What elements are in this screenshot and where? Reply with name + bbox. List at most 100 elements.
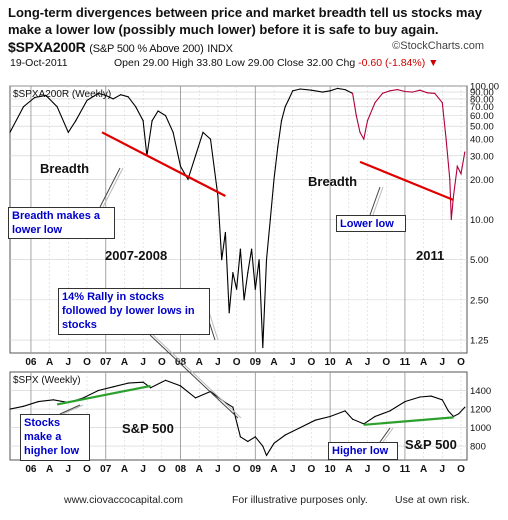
breadth-data-point	[239, 248, 241, 250]
breadth-data-point	[288, 98, 290, 100]
spx-data-point	[458, 413, 460, 415]
breadth-y-tick-label: 70.00	[470, 102, 494, 113]
callout-lower-low: Lower low	[336, 215, 406, 232]
breadth-x-tick-label: 08	[175, 357, 187, 368]
breadth-y-tick-label: 60.00	[470, 111, 494, 122]
spx-x-tick-label: O	[308, 464, 316, 475]
breadth-y-tick-label: 50.00	[470, 122, 494, 133]
spx-data-point	[9, 408, 11, 410]
spx-x-tick-label: O	[158, 464, 166, 475]
breadth-data-point	[164, 115, 167, 117]
spx-y-tick-label: 1200	[470, 405, 491, 416]
breadth-x-tick-label: J	[140, 357, 146, 368]
breadth-data-point	[456, 165, 458, 167]
pointer-lower-low	[369, 186, 381, 216]
low-label: Low	[225, 57, 245, 69]
breadth-data-point	[45, 94, 47, 97]
breadth-series-line-recent	[352, 89, 466, 220]
breadth-data-point	[254, 288, 256, 290]
breadth-data-point	[284, 106, 286, 108]
spx-data-point	[329, 415, 331, 418]
breadth-y-tick-label: 5.00	[470, 255, 489, 266]
breadth-x-tick-label: 06	[25, 357, 37, 368]
spx-data-point	[142, 381, 144, 383]
spx-y-tick-label: 1400	[470, 386, 491, 397]
spx-data-point	[97, 389, 99, 392]
breadth-data-point	[228, 312, 230, 314]
breadth-x-tick-label: A	[270, 357, 277, 368]
breadth-data-point	[355, 115, 357, 117]
spx-x-tick-label: O	[457, 464, 465, 475]
breadth-data-point	[127, 96, 129, 98]
breadth-x-tick-label: J	[290, 357, 296, 368]
breadth-data-point	[142, 120, 144, 122]
breadth-x-tick-label: A	[196, 357, 203, 368]
callout-breadth-lower-low: Breadth makes a lower low	[8, 207, 115, 239]
spx-data-point	[179, 385, 182, 387]
breadth-x-tick-label: 10	[325, 357, 337, 368]
open-value: 29.00	[142, 57, 169, 69]
breadth-data-point	[445, 138, 447, 140]
breadth-data-point	[452, 195, 455, 197]
breadth-data-point	[366, 120, 369, 122]
breadth-data-point	[236, 288, 238, 290]
callout-higher-low: Higher low	[328, 442, 398, 460]
breadth-x-tick-label: J	[365, 357, 371, 368]
spx-x-tick-label: 09	[250, 464, 262, 475]
breadth-data-point	[86, 99, 88, 102]
symbol: $SPXA200R	[8, 39, 86, 55]
breadth-x-tick-label: A	[345, 357, 352, 368]
spx-data-point	[430, 395, 432, 397]
breadth-x-tick-label: 07	[100, 357, 112, 368]
spx-data-point	[344, 410, 346, 412]
exchange: INDX	[207, 43, 233, 55]
breadth-x-tick-label: O	[233, 357, 241, 368]
pointer-breadth-lower-low-shadow	[102, 167, 124, 208]
spx-data-point	[314, 419, 316, 421]
breadth-x-tick-label: J	[440, 357, 446, 368]
spx-data-point	[441, 399, 443, 401]
breadth-data-point	[232, 272, 234, 274]
breadth-y-tick-label: 100.00	[470, 82, 499, 93]
breadth-data-point	[243, 299, 245, 301]
spx-trendline-2	[363, 416, 454, 426]
breadth-data-point	[250, 248, 253, 250]
breadth-x-tick-label: 09	[250, 357, 262, 368]
open-label: Open	[114, 57, 140, 69]
breadth-y-tick-label: 80.00	[470, 94, 494, 105]
spx-data-point	[447, 410, 449, 412]
spx-data-point	[164, 379, 167, 381]
breadth-data-point	[135, 106, 137, 108]
spx-x-tick-label: J	[66, 464, 72, 475]
spx-label-right: S&P 500	[405, 437, 457, 452]
high-value: 33.80	[196, 57, 223, 69]
breadth-x-tick-label: 11	[400, 357, 411, 368]
brand: ©StockCharts.com	[392, 40, 484, 52]
spx-data-point	[389, 410, 391, 412]
symbol-title: $SPXA200R (S&P 500 % Above 200) INDX	[8, 39, 233, 55]
breadth-data-point	[337, 87, 339, 89]
callout-rally: 14% Rally in stocks followed by lower lo…	[58, 288, 210, 335]
breadth-x-tick-label: A	[420, 357, 427, 368]
breadth-data-point	[202, 131, 204, 133]
pointer-higher-low	[379, 427, 391, 443]
breadth-data-point	[187, 178, 189, 180]
spx-data-point	[254, 436, 256, 438]
breadth-x-tick-label: J	[66, 357, 72, 368]
breadth-data-point	[419, 89, 421, 91]
spx-x-tick-label: A	[121, 464, 128, 475]
spx-x-tick-label: J	[215, 464, 221, 475]
breadth-data-point	[374, 102, 376, 104]
breadth-data-point	[75, 120, 77, 122]
spx-data-point	[37, 401, 40, 403]
breadth-trendline-2	[359, 160, 454, 202]
spx-x-tick-label: 07	[100, 464, 112, 475]
pointer-stocks-higher-low-shadow	[62, 404, 84, 415]
breadth-x-tick-label: O	[457, 357, 465, 368]
spx-x-tick-label: 11	[400, 464, 411, 475]
breadth-data-point	[344, 88, 346, 91]
breadth-data-point	[247, 272, 249, 274]
spx-series-line	[9, 379, 466, 457]
breadth-data-point	[322, 91, 324, 93]
breadth-x-tick-label: O	[83, 357, 91, 368]
